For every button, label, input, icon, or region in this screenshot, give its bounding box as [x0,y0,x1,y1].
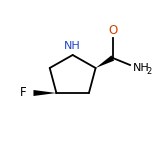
Text: O: O [108,24,117,38]
Text: NH: NH [133,63,150,73]
Polygon shape [96,55,114,68]
Text: F: F [20,86,27,100]
Polygon shape [33,90,56,96]
Text: 2: 2 [146,67,152,76]
Text: NH: NH [64,41,81,51]
